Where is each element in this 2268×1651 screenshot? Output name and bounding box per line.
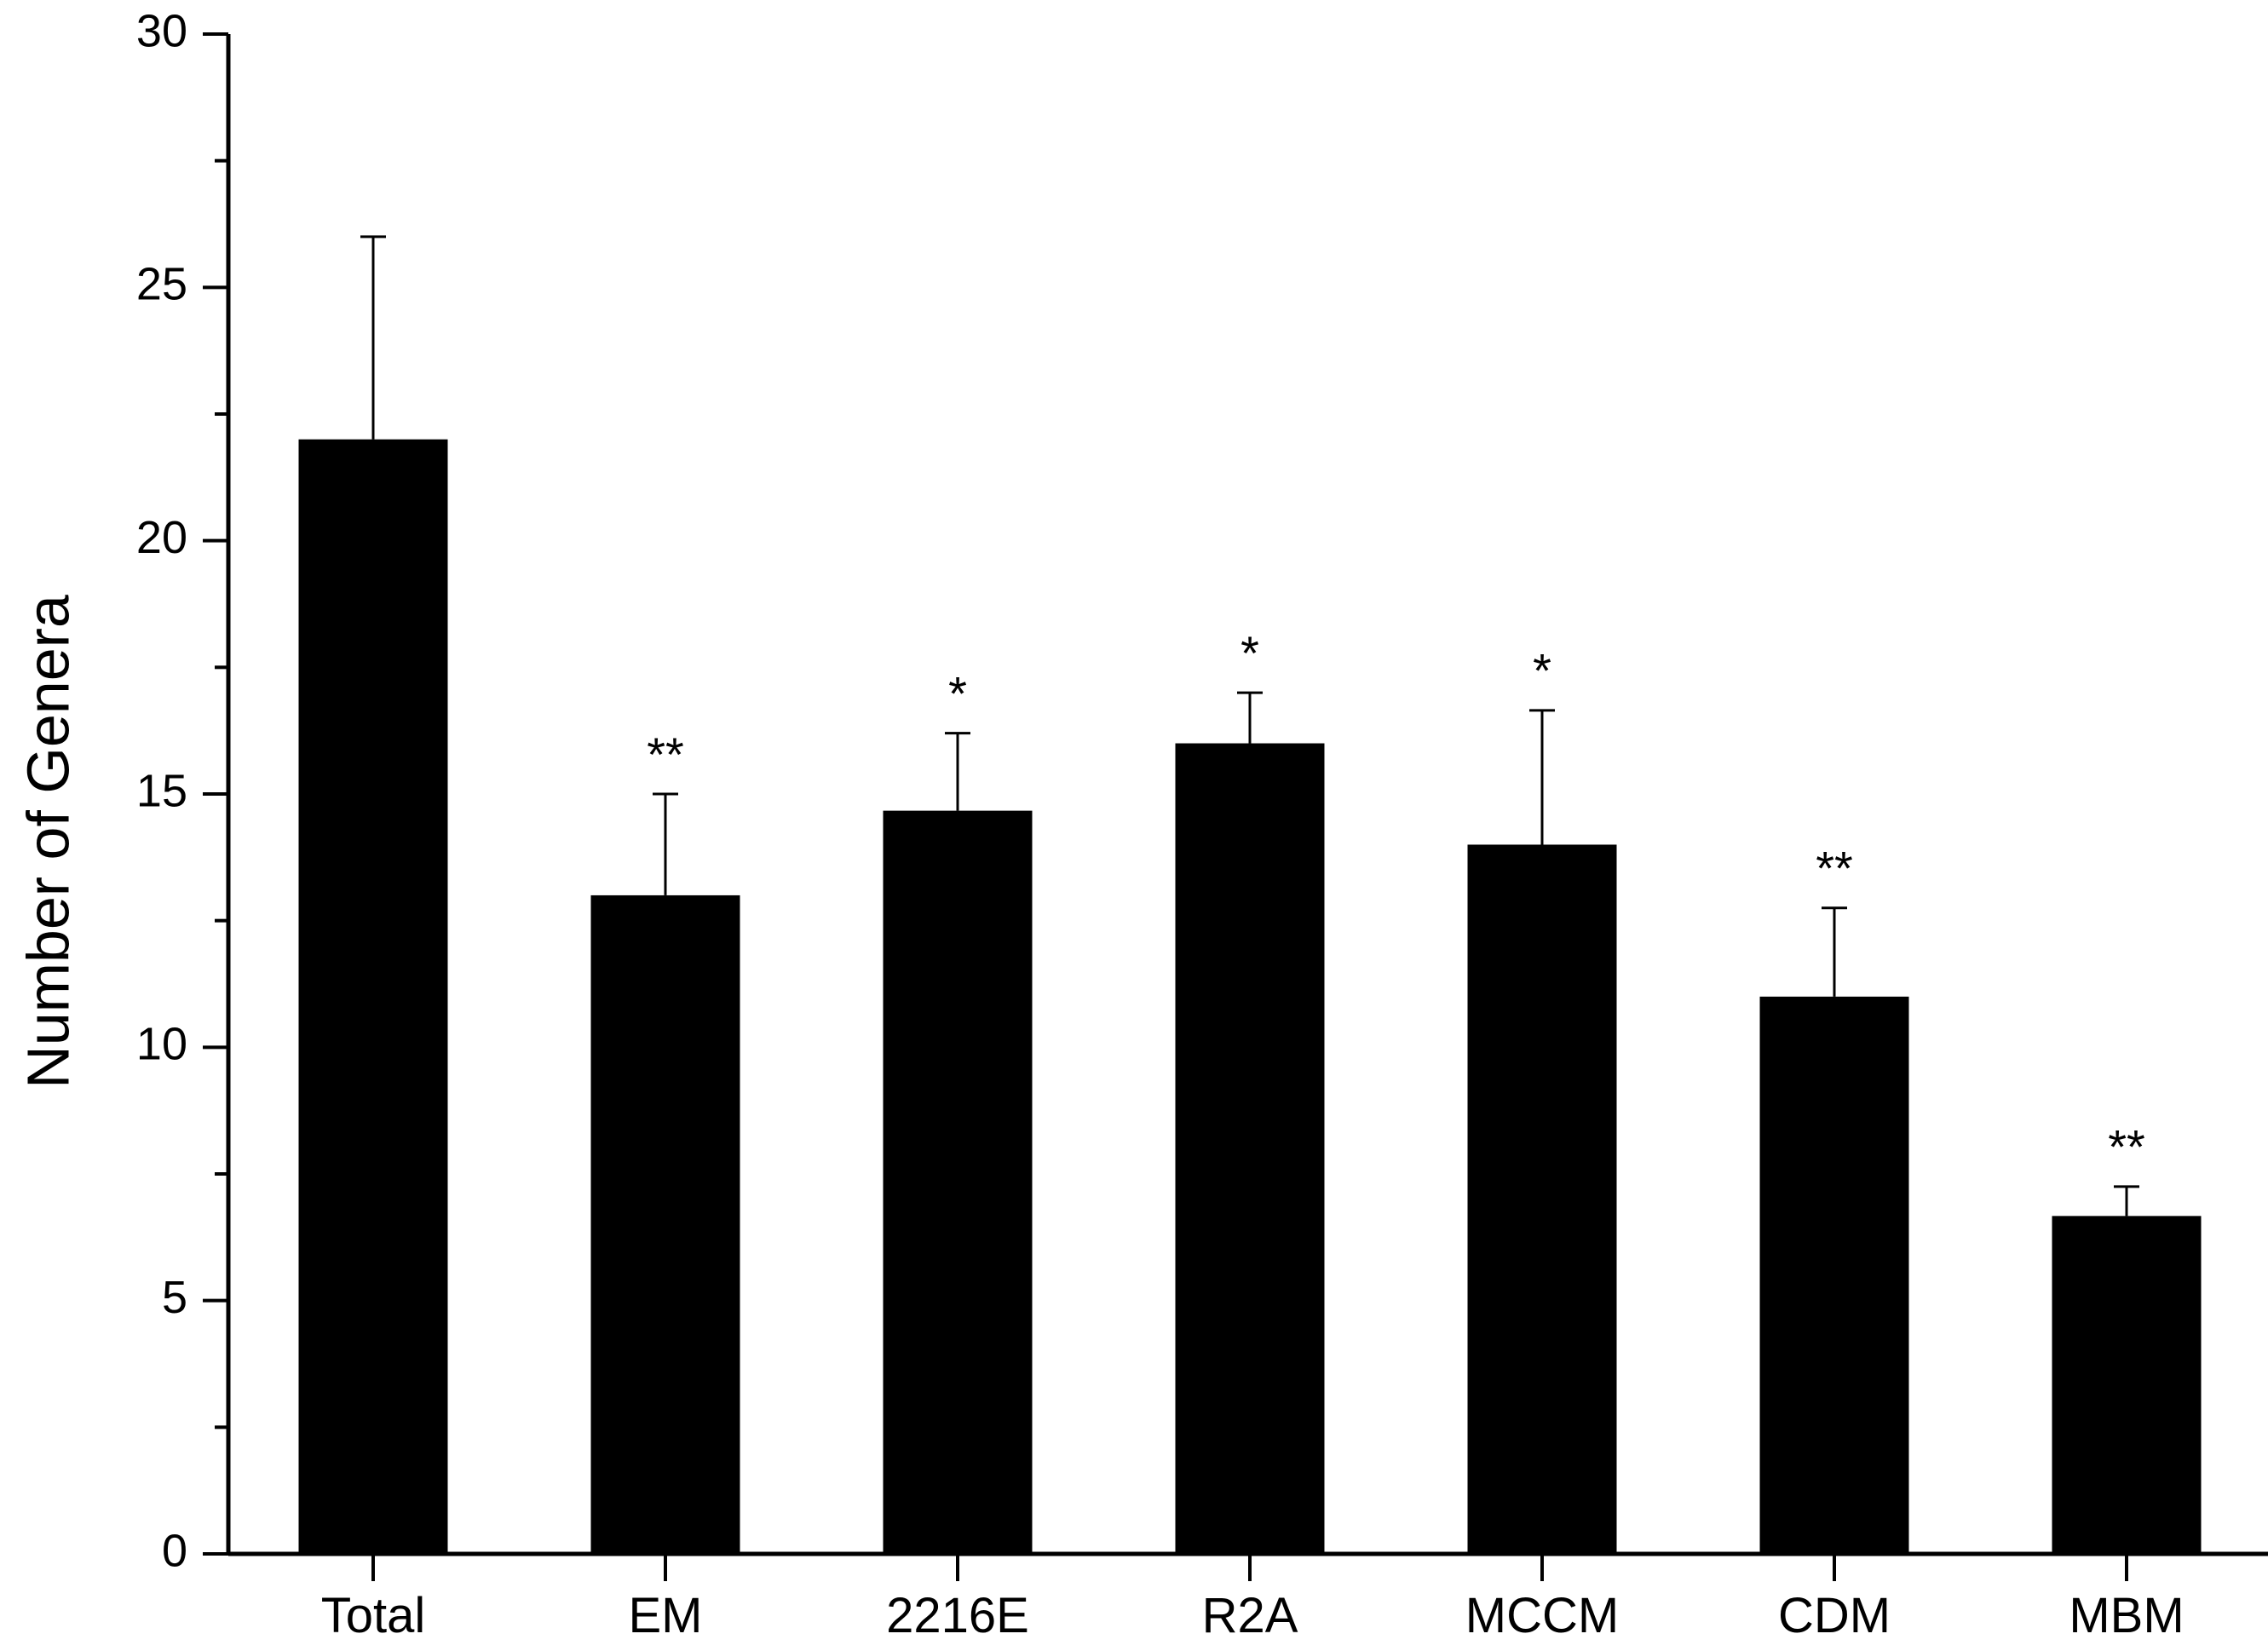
x-tick-label: MCCM <box>1465 1588 1619 1643</box>
significance-mark: * <box>948 666 967 720</box>
significance-mark: ** <box>2108 1120 2145 1174</box>
x-tick-label: Total <box>321 1588 426 1643</box>
y-axis: 0 5 10 15 20 25 30 <box>136 5 231 1576</box>
bar <box>298 439 448 1554</box>
significance-mark: * <box>1533 644 1551 698</box>
x-tick-label: EM <box>629 1588 703 1643</box>
bar <box>883 810 1033 1554</box>
y-tick-label: 20 <box>136 512 187 563</box>
bar <box>590 895 740 1554</box>
y-tick-label: 10 <box>136 1019 187 1070</box>
y-tick-label: 25 <box>136 259 187 310</box>
bar <box>1175 743 1325 1554</box>
x-tick-label: CDM <box>1778 1588 1891 1643</box>
significance-mark: ** <box>1816 842 1853 895</box>
y-tick-label: 30 <box>136 5 187 56</box>
y-tick-label: 0 <box>162 1525 187 1576</box>
y-axis-title: Number of Genera <box>14 595 81 1089</box>
x-tick-label: 2216E <box>886 1588 1029 1643</box>
x-tick-label: MBM <box>2069 1588 2184 1643</box>
bar-series: **** ***** <box>298 235 2202 1554</box>
y-tick-label: 15 <box>136 765 187 816</box>
bar <box>1759 996 1909 1554</box>
bar <box>2052 1216 2202 1554</box>
x-axis: Total EM 2216E R2A MCCM CDM MBM <box>228 1551 2268 1643</box>
significance-mark: ** <box>647 728 684 781</box>
significance-mark: * <box>1240 626 1259 680</box>
y-tick-label: 5 <box>162 1272 187 1323</box>
bar <box>1467 844 1617 1554</box>
x-tick-label: R2A <box>1202 1588 1298 1643</box>
